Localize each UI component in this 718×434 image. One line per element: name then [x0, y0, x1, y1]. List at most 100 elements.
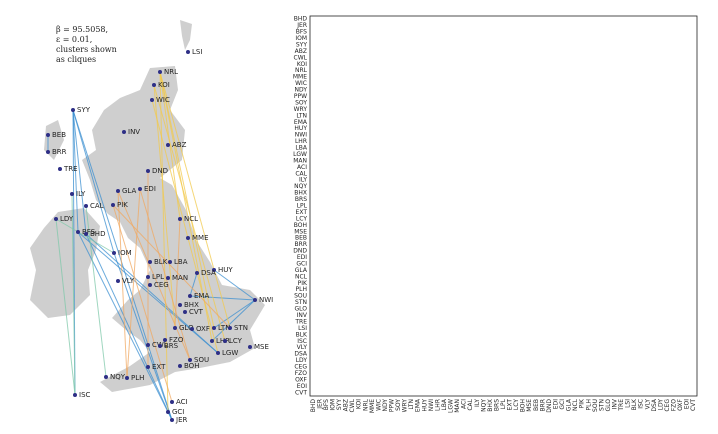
- col-label: JER: [316, 399, 323, 410]
- airport-label: KOI: [158, 81, 170, 89]
- col-label: NRL: [362, 398, 369, 411]
- row-label: BHD: [294, 16, 308, 23]
- airport-dot: [76, 230, 80, 234]
- map: LSI NRL KOI WIC SYY INV ABZ BEB BRR TRE DND GLA EDI I…: [30, 20, 273, 424]
- airport-label: ACI: [176, 398, 188, 406]
- airport-dot: [146, 343, 150, 347]
- airport-label: BHD: [90, 230, 105, 238]
- route: [77, 231, 173, 421]
- airport-dot: [146, 275, 150, 279]
- airport-label: CEG: [154, 281, 169, 289]
- route: [174, 218, 181, 329]
- row-label: PLH: [296, 286, 307, 293]
- airport-dot: [212, 268, 216, 272]
- col-label: VLY: [644, 399, 651, 410]
- col-label: MAN: [454, 399, 461, 413]
- airport-dot: [188, 294, 192, 298]
- airport-dot: [168, 260, 172, 264]
- airport-dot: [122, 130, 126, 134]
- col-label: WIC: [375, 399, 382, 411]
- airport-label: FZO: [169, 336, 184, 344]
- row-label: EOI: [297, 383, 308, 390]
- col-label: CVT: [690, 399, 697, 411]
- col-label: IOM: [329, 399, 336, 411]
- col-label: ILY: [474, 399, 481, 407]
- col-label: MSE: [526, 399, 533, 412]
- airport-dot: [248, 345, 252, 349]
- row-label: CVT: [295, 389, 307, 396]
- col-label: BLK: [631, 398, 638, 410]
- airport-dot: [148, 260, 152, 264]
- row-label: CWL: [294, 54, 308, 61]
- land: [82, 66, 265, 392]
- col-label: SOY: [395, 399, 402, 411]
- airport-dot: [228, 326, 232, 330]
- col-label: SYY: [336, 399, 343, 410]
- airport-dot: [186, 236, 190, 240]
- airport-dot: [210, 339, 214, 343]
- col-label: CAL: [467, 398, 474, 410]
- row-label: BLK: [296, 331, 308, 338]
- airport-label: ILY: [76, 190, 86, 198]
- route: [159, 71, 231, 329]
- airport-label: LBA: [174, 258, 188, 266]
- airport-label: BEB: [52, 131, 66, 139]
- airport-label: LDY: [60, 215, 74, 223]
- airport-dot: [148, 283, 152, 287]
- row-label: LGW: [293, 151, 307, 158]
- route: [85, 233, 219, 354]
- col-label: NCL: [572, 398, 579, 411]
- airport-label: NRL: [164, 68, 178, 76]
- row-label: WIC: [295, 80, 307, 87]
- row-label: FZO: [295, 370, 308, 377]
- col-label: ABZ: [343, 399, 350, 411]
- row-label: NDY: [295, 87, 308, 94]
- airport-dot: [170, 418, 174, 422]
- route: [72, 109, 115, 254]
- row-label: LTN: [296, 112, 307, 119]
- airport-label: IOM: [118, 249, 132, 257]
- airport-label: STN: [234, 324, 248, 332]
- airport-dot: [71, 108, 75, 112]
- airport-label: LPL: [152, 273, 164, 281]
- airport-label: LCY: [229, 337, 243, 345]
- col-label: PPW: [388, 399, 395, 412]
- airport-label: BHX: [184, 301, 199, 309]
- col-label: LGW: [448, 399, 455, 413]
- airport-label: EDI: [144, 185, 156, 193]
- col-label: DSA: [651, 398, 658, 412]
- airport-label: BOH: [184, 362, 199, 370]
- airport-dot: [84, 204, 88, 208]
- airport-label: NQY: [110, 373, 126, 381]
- row-label: SOY: [295, 99, 307, 106]
- row-label: MME: [293, 74, 307, 81]
- col-label: NQY: [480, 399, 487, 412]
- row-label: ABZ: [295, 48, 307, 55]
- route: [213, 269, 256, 301]
- airport-dot: [170, 400, 174, 404]
- row-label: NRL: [295, 67, 308, 74]
- airport-dot: [188, 358, 192, 362]
- col-label: EXT: [507, 399, 514, 411]
- route: [85, 233, 173, 421]
- airport-label: GLO: [179, 324, 194, 332]
- airport-label: PLH: [131, 374, 144, 382]
- row-label: PIK: [298, 280, 308, 287]
- col-label: LTN: [408, 399, 415, 410]
- row-label: GCI: [296, 260, 307, 267]
- row-label: MSE: [294, 228, 307, 235]
- airport-label: NWI: [259, 296, 273, 304]
- col-label: DND: [546, 399, 553, 413]
- col-label: TRE: [618, 399, 625, 412]
- col-label: FZO: [671, 399, 678, 412]
- row-label: MAN: [293, 157, 307, 164]
- route: [113, 252, 173, 421]
- row-label: INV: [297, 312, 308, 319]
- route: [213, 299, 256, 329]
- annotation-line: as cliques: [56, 55, 96, 64]
- row-label: LPL: [297, 203, 308, 210]
- airport-dot: [223, 339, 227, 343]
- airport-label: TRE: [63, 165, 78, 173]
- route: [151, 99, 219, 354]
- airport-label: BRS: [164, 342, 179, 350]
